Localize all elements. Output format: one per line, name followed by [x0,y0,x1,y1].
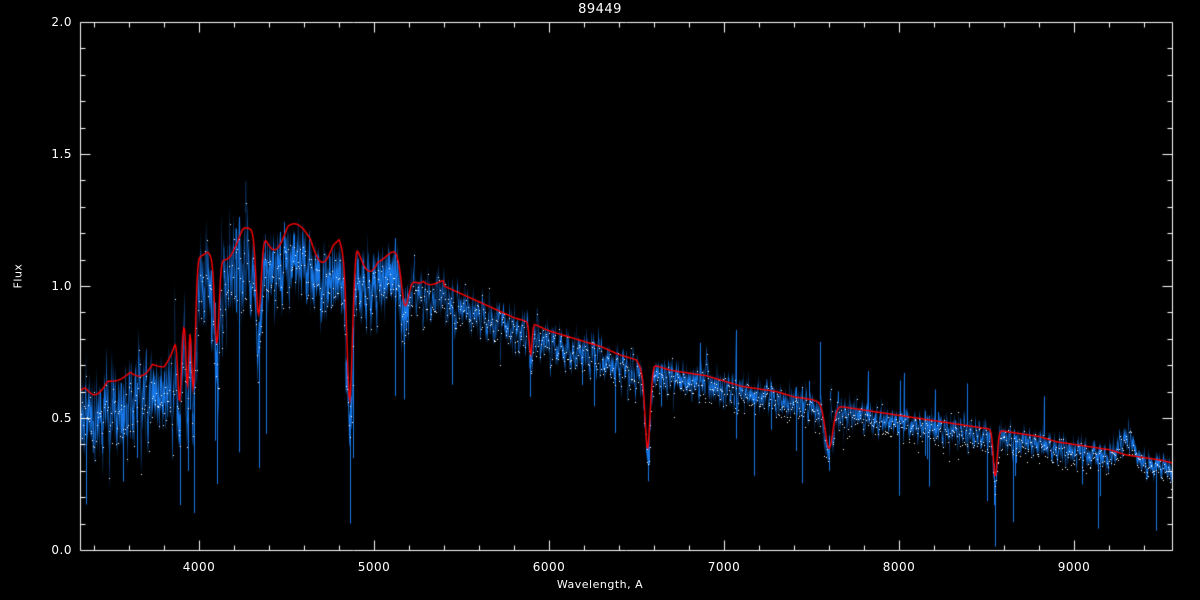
spectrum-plot-canvas [0,0,1200,600]
spectrum-plot-figure: 89449 Wavelength, A Flux 4000 5000 6000 700… [0,0,1200,600]
